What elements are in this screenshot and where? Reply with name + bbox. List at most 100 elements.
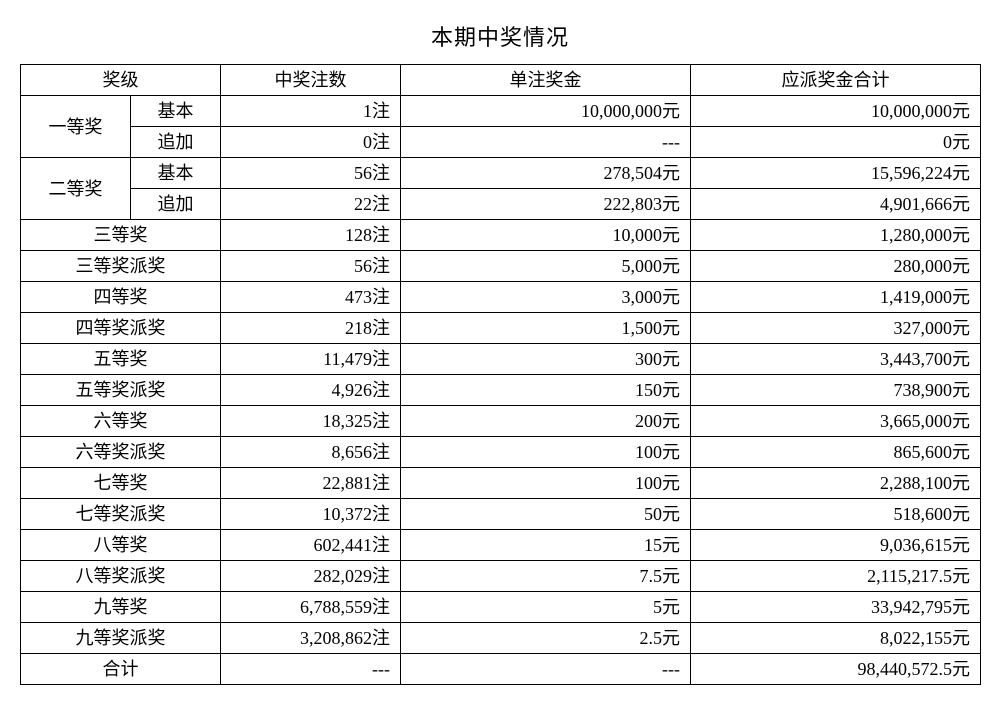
- table-row: 七等奖派奖 10,372注 50元 518,600元: [21, 499, 981, 530]
- total-cell: 2,115,217.5元: [691, 561, 981, 592]
- count-cell: 473注: [221, 282, 401, 313]
- table-row: 六等奖 18,325注 200元 3,665,000元: [21, 406, 981, 437]
- table-row: 三等奖 128注 10,000元 1,280,000元: [21, 220, 981, 251]
- table-row: 追加 22注 222,803元 4,901,666元: [21, 189, 981, 220]
- unit-cell: 100元: [401, 437, 691, 468]
- total-cell: 10,000,000元: [691, 96, 981, 127]
- table-row: 六等奖派奖 8,656注 100元 865,600元: [21, 437, 981, 468]
- level-cell: 五等奖: [21, 344, 221, 375]
- unit-cell: 1,500元: [401, 313, 691, 344]
- header-total: 应派奖金合计: [691, 65, 981, 96]
- table-row: 二等奖 基本 56注 278,504元 15,596,224元: [21, 158, 981, 189]
- unit-cell: 278,504元: [401, 158, 691, 189]
- unit-cell: 7.5元: [401, 561, 691, 592]
- total-cell: 1,419,000元: [691, 282, 981, 313]
- level-cell: 七等奖: [21, 468, 221, 499]
- sub-cell: 追加: [131, 189, 221, 220]
- total-cell: 9,036,615元: [691, 530, 981, 561]
- total-cell: 280,000元: [691, 251, 981, 282]
- table-row: 八等奖派奖 282,029注 7.5元 2,115,217.5元: [21, 561, 981, 592]
- table-row: 四等奖派奖 218注 1,500元 327,000元: [21, 313, 981, 344]
- count-cell: 218注: [221, 313, 401, 344]
- unit-cell: 300元: [401, 344, 691, 375]
- unit-cell: 5,000元: [401, 251, 691, 282]
- count-cell: 0注: [221, 127, 401, 158]
- header-level: 奖级: [21, 65, 221, 96]
- count-cell: 22,881注: [221, 468, 401, 499]
- level-cell: 一等奖: [21, 96, 131, 158]
- table-row: 三等奖派奖 56注 5,000元 280,000元: [21, 251, 981, 282]
- table-row: 四等奖 473注 3,000元 1,419,000元: [21, 282, 981, 313]
- count-cell: 1注: [221, 96, 401, 127]
- count-cell: 282,029注: [221, 561, 401, 592]
- level-cell: 二等奖: [21, 158, 131, 220]
- count-cell: 128注: [221, 220, 401, 251]
- level-cell: 三等奖派奖: [21, 251, 221, 282]
- table-row: 一等奖 基本 1注 10,000,000元 10,000,000元: [21, 96, 981, 127]
- unit-cell: 2.5元: [401, 623, 691, 654]
- level-cell: 六等奖: [21, 406, 221, 437]
- sub-cell: 追加: [131, 127, 221, 158]
- level-cell: 五等奖派奖: [21, 375, 221, 406]
- level-cell: 七等奖派奖: [21, 499, 221, 530]
- count-cell: 4,926注: [221, 375, 401, 406]
- total-cell: 8,022,155元: [691, 623, 981, 654]
- total-cell: 518,600元: [691, 499, 981, 530]
- header-row: 奖级 中奖注数 单注奖金 应派奖金合计: [21, 65, 981, 96]
- count-cell: 3,208,862注: [221, 623, 401, 654]
- level-cell: 八等奖派奖: [21, 561, 221, 592]
- unit-cell: 200元: [401, 406, 691, 437]
- total-cell: 327,000元: [691, 313, 981, 344]
- count-cell: 6,788,559注: [221, 592, 401, 623]
- table-row: 八等奖 602,441注 15元 9,036,615元: [21, 530, 981, 561]
- unit-cell: 15元: [401, 530, 691, 561]
- level-cell: 九等奖: [21, 592, 221, 623]
- table-row: 九等奖 6,788,559注 5元 33,942,795元: [21, 592, 981, 623]
- level-cell: 四等奖: [21, 282, 221, 313]
- total-cell: 4,901,666元: [691, 189, 981, 220]
- unit-cell: 10,000元: [401, 220, 691, 251]
- count-cell: 10,372注: [221, 499, 401, 530]
- table-row: 五等奖 11,479注 300元 3,443,700元: [21, 344, 981, 375]
- count-cell: ---: [221, 654, 401, 685]
- level-cell: 九等奖派奖: [21, 623, 221, 654]
- total-cell: 98,440,572.5元: [691, 654, 981, 685]
- unit-cell: ---: [401, 654, 691, 685]
- table-title: 本期中奖情况: [20, 20, 980, 52]
- table-row: 七等奖 22,881注 100元 2,288,100元: [21, 468, 981, 499]
- unit-cell: 50元: [401, 499, 691, 530]
- unit-cell: 222,803元: [401, 189, 691, 220]
- unit-cell: 150元: [401, 375, 691, 406]
- total-cell: 0元: [691, 127, 981, 158]
- total-cell: 2,288,100元: [691, 468, 981, 499]
- table-row: 追加 0注 --- 0元: [21, 127, 981, 158]
- count-cell: 8,656注: [221, 437, 401, 468]
- count-cell: 11,479注: [221, 344, 401, 375]
- total-cell: 1,280,000元: [691, 220, 981, 251]
- total-cell: 865,600元: [691, 437, 981, 468]
- count-cell: 56注: [221, 158, 401, 189]
- sub-cell: 基本: [131, 96, 221, 127]
- table-row: 合计 --- --- 98,440,572.5元: [21, 654, 981, 685]
- unit-cell: ---: [401, 127, 691, 158]
- level-cell: 六等奖派奖: [21, 437, 221, 468]
- unit-cell: 100元: [401, 468, 691, 499]
- table-row: 五等奖派奖 4,926注 150元 738,900元: [21, 375, 981, 406]
- table-row: 九等奖派奖 3,208,862注 2.5元 8,022,155元: [21, 623, 981, 654]
- level-cell: 四等奖派奖: [21, 313, 221, 344]
- count-cell: 22注: [221, 189, 401, 220]
- total-cell: 15,596,224元: [691, 158, 981, 189]
- prize-table: 奖级 中奖注数 单注奖金 应派奖金合计 一等奖 基本 1注 10,000,000…: [20, 64, 981, 685]
- level-cell: 三等奖: [21, 220, 221, 251]
- count-cell: 602,441注: [221, 530, 401, 561]
- level-cell: 八等奖: [21, 530, 221, 561]
- unit-cell: 10,000,000元: [401, 96, 691, 127]
- total-cell: 3,665,000元: [691, 406, 981, 437]
- count-cell: 18,325注: [221, 406, 401, 437]
- header-unit: 单注奖金: [401, 65, 691, 96]
- total-cell: 738,900元: [691, 375, 981, 406]
- level-cell: 合计: [21, 654, 221, 685]
- unit-cell: 3,000元: [401, 282, 691, 313]
- total-cell: 3,443,700元: [691, 344, 981, 375]
- header-count: 中奖注数: [221, 65, 401, 96]
